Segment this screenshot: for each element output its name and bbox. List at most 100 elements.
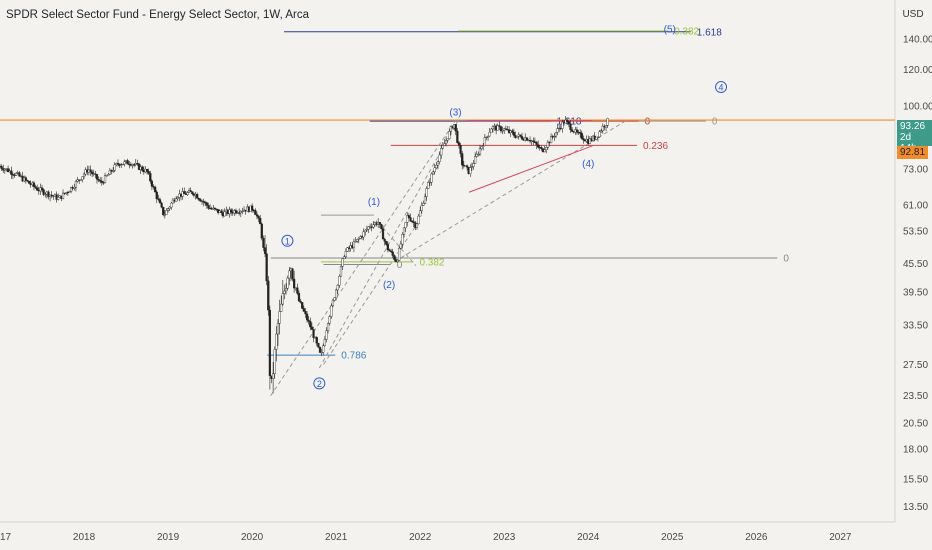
candle-body — [330, 305, 333, 317]
candle-body — [512, 132, 516, 136]
candle-body — [338, 275, 341, 286]
last-price-badge: 93.26 2d 14h — [897, 120, 932, 154]
candle-body — [365, 228, 368, 231]
candle-body — [516, 136, 519, 138]
candle-body — [411, 220, 414, 222]
candle-body — [443, 143, 446, 146]
candle-body — [409, 217, 412, 222]
candle-body — [89, 169, 92, 173]
candle-body — [404, 222, 407, 229]
candle-body — [304, 310, 307, 315]
candle-body — [152, 186, 155, 188]
price-axis[interactable]: 13.50 15.50 18.00 20.50 23.50 27.50 33.50 39.50… — [903, 34, 932, 513]
candle-body — [278, 311, 281, 324]
candle-body — [61, 192, 65, 199]
candle-body — [438, 154, 441, 163]
candle-body — [501, 130, 504, 132]
candle-body — [600, 130, 603, 132]
candle-body — [66, 192, 69, 194]
candle-body — [280, 303, 283, 312]
candle-body — [532, 140, 535, 143]
wave-label: 4 — [719, 83, 724, 93]
candle-body — [255, 214, 259, 217]
candle-body — [79, 179, 82, 181]
candle-body — [207, 205, 210, 209]
candle-body — [569, 123, 572, 130]
candle-body — [283, 290, 286, 294]
candle-body — [0, 166, 3, 169]
candle-body — [94, 173, 97, 175]
candle-body — [540, 147, 543, 149]
candle-body — [268, 309, 271, 376]
candle-body — [380, 224, 383, 230]
candle-body — [446, 138, 449, 141]
candle-body — [601, 125, 604, 131]
candle-body — [419, 210, 422, 217]
candle-body — [525, 137, 528, 141]
candle-body — [116, 163, 120, 165]
candle-body — [444, 140, 448, 144]
candle-body — [343, 256, 346, 259]
candle-body — [318, 346, 322, 353]
candle-body — [331, 300, 335, 307]
wave-label: (2) — [383, 280, 395, 291]
fib-level-label: 0.236 — [643, 141, 668, 152]
candle-body — [160, 202, 163, 208]
candle-body — [472, 163, 475, 167]
candle-body — [475, 153, 478, 157]
candle-body — [339, 266, 343, 277]
fib-level-label: 1.618 — [697, 27, 722, 38]
trendline — [270, 120, 456, 397]
candle-body — [133, 164, 136, 166]
y-tick-label: 39.50 — [903, 287, 928, 298]
currency-button[interactable]: USD — [902, 9, 924, 20]
candle-body — [537, 144, 540, 148]
candle-body — [490, 128, 493, 133]
candle-body — [126, 160, 129, 165]
wave-label: (3) — [449, 108, 461, 119]
candle-body — [97, 179, 100, 181]
candle-body — [149, 173, 152, 182]
fib-level-label: 0 — [397, 260, 403, 271]
candle-body — [356, 239, 359, 242]
candle-body — [483, 137, 486, 146]
last-price: 93.26 — [900, 121, 926, 132]
candle-body — [554, 132, 558, 137]
candle-body — [535, 141, 538, 145]
candle-body — [543, 149, 546, 153]
candle-body — [317, 342, 320, 348]
candle-body — [241, 210, 244, 213]
y-tick-label: 18.00 — [903, 445, 928, 456]
candle-body — [474, 156, 477, 164]
fib-level-label: 0.786 — [341, 351, 366, 362]
x-tick-label: 2019 — [157, 532, 180, 543]
candle-body — [553, 135, 556, 138]
candle-body — [275, 333, 278, 350]
candle-body — [265, 253, 268, 282]
y-tick-label: 23.50 — [903, 391, 928, 402]
candle-body — [423, 196, 427, 204]
wave-label-circle — [715, 81, 728, 94]
candle-body — [42, 189, 45, 195]
candle-body — [575, 129, 579, 133]
candle-body — [284, 288, 288, 292]
y-tick-label: 33.50 — [903, 320, 928, 331]
y-tick-label: 73.00 — [903, 165, 928, 176]
y-tick-label: 20.50 — [903, 419, 928, 430]
wave-label: (1) — [368, 197, 380, 208]
candle-body — [480, 146, 483, 149]
x-tick-label: 2024 — [577, 532, 600, 543]
candle-body — [333, 297, 336, 301]
candle-body — [166, 208, 170, 211]
candle-body — [326, 323, 330, 331]
fib-level-label: 0 — [645, 117, 651, 128]
time-axis[interactable]: 2017 2018 2019 2020 2021 2022 2023 2024 2025 2026… — [0, 532, 852, 543]
candle-body — [388, 249, 391, 252]
candle-body — [141, 166, 144, 171]
y-tick-label: 53.50 — [903, 227, 928, 238]
candle-body — [470, 166, 474, 168]
candle-body — [407, 215, 410, 218]
